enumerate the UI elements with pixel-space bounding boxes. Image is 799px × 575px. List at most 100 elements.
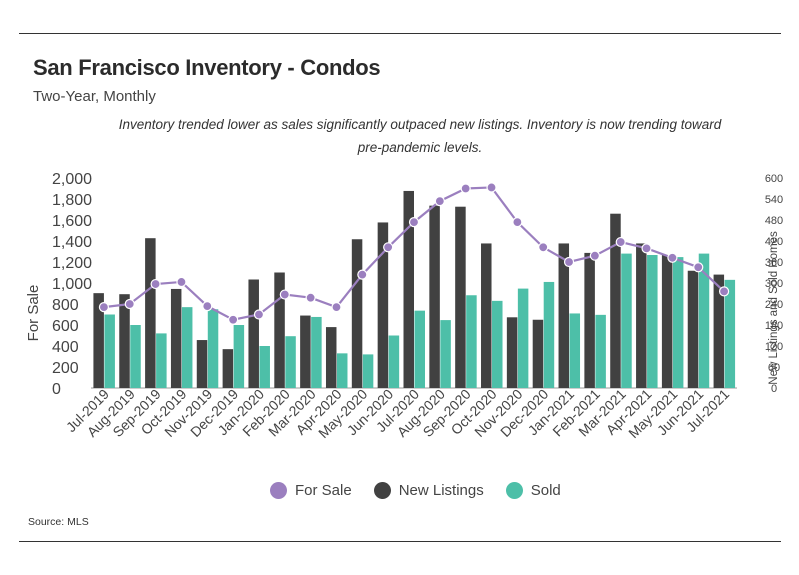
bar-sold (440, 320, 451, 388)
point-for-sale (305, 292, 316, 303)
y-left-tick-label: 0 (52, 381, 61, 398)
chart-subtitle: Two-Year, Monthly (33, 88, 156, 105)
point-for-sale (202, 301, 213, 312)
y-left-axis-title: For Sale (25, 285, 42, 342)
point-for-sale (486, 182, 497, 193)
bar-sold (595, 314, 606, 388)
bar-sold (414, 310, 425, 388)
bottom-rule (19, 541, 781, 542)
point-for-sale (460, 183, 471, 194)
bar-new-listings (481, 243, 492, 388)
bar-new-listings (325, 327, 337, 388)
bar-new-listings (636, 243, 647, 388)
legend-swatch-sold (505, 482, 523, 499)
bar-new-listings (222, 349, 234, 388)
legend-swatch-new-listings (373, 482, 391, 499)
bar-sold (569, 313, 581, 388)
point-for-sale (563, 256, 575, 268)
chart-annotation: Inventory trended lower as sales signifi… (118, 117, 722, 155)
chart-legend: For Sale New Listings Sold (270, 482, 583, 499)
y-right-axis-title: New Listings and Sold Homes (768, 231, 780, 385)
bar-new-listings (532, 319, 544, 388)
y-left-tick-label: 1,800 (52, 192, 92, 209)
point-for-sale (150, 278, 161, 290)
chart-title: San Francisco Inventory - Condos (33, 55, 381, 80)
bar-new-listings (248, 279, 259, 388)
y-left-tick-label: 1,000 (52, 276, 92, 293)
point-for-sale (228, 314, 239, 325)
point-for-sale (383, 242, 394, 253)
legend-item-for-sale: For Sale (270, 482, 352, 499)
point-for-sale (615, 236, 626, 248)
bar-sold (130, 325, 141, 388)
bar-sold (259, 346, 270, 388)
bar-sold (285, 336, 296, 388)
top-rule (19, 33, 781, 34)
y-right-tick-label: 180 (765, 320, 783, 332)
bar-new-listings (455, 206, 466, 388)
point-for-sale (279, 289, 290, 300)
point-for-sale (512, 217, 523, 228)
y-left-tick-label: 1,600 (52, 213, 92, 230)
bar-sold (466, 295, 477, 388)
bar-new-listings (687, 270, 699, 388)
point-for-sale (331, 302, 342, 313)
legend-swatch-for-sale (270, 482, 287, 499)
bar-new-listings (661, 255, 673, 388)
y-right-tick-label: 0 (771, 383, 777, 395)
point-for-sale (253, 309, 265, 320)
bar-sold (311, 316, 322, 388)
bar-sold (104, 314, 115, 388)
bar-new-listings (196, 340, 208, 388)
y-left-tick-label: 800 (52, 297, 79, 314)
point-for-sale (718, 286, 730, 297)
point-for-sale (98, 302, 110, 313)
y-right-tick-label: 120 (765, 341, 783, 353)
bar-new-listings (300, 315, 311, 388)
bar-sold (621, 253, 632, 388)
bar-new-listings (351, 239, 363, 388)
legend-item-new-listings: New Listings (373, 482, 484, 499)
point-for-sale (124, 298, 135, 310)
bar-new-listings (170, 288, 182, 388)
y-left-tick-label: 1,200 (52, 255, 92, 272)
bar-sold (492, 300, 503, 388)
y-right-tick-label: 300 (765, 278, 783, 290)
legend-label-for-sale: For Sale (295, 482, 352, 499)
bar-sold (724, 279, 736, 388)
bar-new-listings (558, 243, 570, 388)
point-for-sale (538, 242, 549, 253)
bar-sold (517, 288, 529, 388)
y-right-tick-label: 240 (765, 299, 783, 311)
legend-label-new-listings: New Listings (398, 482, 484, 499)
bar-new-listings (119, 294, 130, 388)
point-for-sale (667, 252, 678, 263)
y-left-tick-label: 400 (52, 339, 79, 356)
y-right-tick-label: 480 (765, 215, 783, 227)
point-for-sale (693, 262, 704, 273)
bar-new-listings (274, 272, 285, 388)
source-note: Source: MLS (28, 516, 89, 528)
y-left-tick-label: 2,000 (52, 171, 92, 188)
point-for-sale (408, 217, 420, 228)
bar-new-listings (610, 213, 621, 388)
bar-sold (647, 255, 658, 388)
point-for-sale (434, 196, 445, 207)
legend-label-sold: Sold (530, 482, 561, 499)
bar-new-listings (93, 293, 104, 388)
bar-new-listings (145, 238, 156, 388)
bar-sold (156, 333, 167, 388)
bar-sold (233, 325, 245, 388)
bar-new-listings (429, 205, 440, 388)
bar-new-listings (377, 222, 389, 388)
y-right-tick-label: 600 (765, 173, 783, 185)
legend-item-sold: Sold (505, 482, 561, 499)
bar-sold (388, 335, 400, 388)
y-right-tick-label: 420 (765, 236, 783, 248)
point-for-sale (357, 269, 368, 280)
point-for-sale (589, 250, 600, 261)
bar-sold (672, 257, 684, 388)
bar-new-listings (403, 190, 414, 388)
bar-sold (336, 353, 348, 388)
